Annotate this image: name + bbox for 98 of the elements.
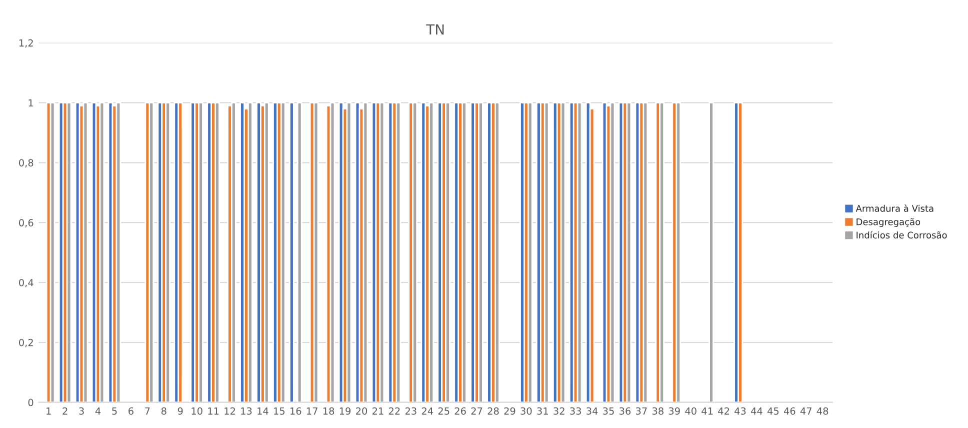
x-tick-label: 18 — [323, 407, 334, 415]
bar — [527, 102, 533, 402]
bar — [428, 102, 434, 402]
x-tick-label: 2 — [62, 407, 68, 415]
legend-label: Indícios de Corrosão — [856, 231, 947, 239]
bar — [346, 102, 352, 402]
x-tick-label: 27 — [471, 407, 482, 415]
y-tick-label: 1,2 — [19, 39, 33, 48]
bar — [478, 102, 484, 402]
x-tick-label: 14 — [258, 407, 268, 415]
x-tick-label: 33 — [570, 407, 581, 415]
x-tick-label: 24 — [422, 407, 434, 415]
x-tick-label: 38 — [652, 407, 664, 415]
x-tick-label: 25 — [438, 407, 450, 415]
x-tick-label: 28 — [488, 407, 499, 415]
bar — [66, 102, 72, 402]
bar — [412, 102, 418, 402]
x-tick-label: 41 — [702, 407, 713, 415]
bar — [264, 102, 270, 402]
x-tick-label: 47 — [800, 407, 812, 415]
x-tick-label: 6 — [128, 407, 134, 415]
x-tick-label: 40 — [685, 407, 696, 415]
x-tick-label: 30 — [520, 407, 532, 415]
x-tick-label: 43 — [734, 407, 746, 415]
x-tick-label: 42 — [718, 407, 730, 415]
bar — [642, 102, 648, 402]
bar — [165, 102, 170, 402]
x-tick-label: 35 — [603, 407, 614, 415]
bar — [708, 102, 714, 402]
x-tick-label: 17 — [306, 407, 318, 415]
bar — [544, 102, 550, 402]
bar — [659, 102, 665, 402]
x-tick-label: 21 — [372, 407, 384, 415]
x-tick-label: 1 — [46, 407, 51, 415]
x-tick-label: 46 — [784, 407, 796, 415]
y-tick-label: 1 — [28, 99, 33, 106]
x-tick-label: 4 — [95, 407, 101, 415]
bar — [99, 102, 105, 402]
bar — [379, 102, 385, 402]
bar — [445, 102, 450, 402]
x-tick-label: 20 — [356, 407, 368, 415]
bar — [296, 102, 302, 402]
y-tick-label: 0,4 — [19, 278, 34, 288]
x-tick-label: 44 — [751, 407, 762, 415]
x-tick-label: 26 — [454, 407, 466, 415]
y-tick-label: 0,2 — [19, 338, 33, 348]
bar — [362, 102, 368, 402]
x-tick-label: 31 — [537, 407, 548, 415]
bar — [626, 102, 632, 402]
bar — [116, 102, 122, 402]
chart-title: TN — [426, 24, 444, 34]
bar — [214, 102, 220, 402]
x-tick-label: 37 — [636, 407, 647, 415]
bar — [231, 102, 236, 402]
legend-label: Desagregação — [856, 218, 920, 228]
bar — [198, 102, 204, 402]
bar — [82, 102, 88, 402]
legend-label: Armadura à Vista — [856, 204, 934, 212]
x-tick-label: 23 — [405, 407, 416, 415]
y-tick-label: 0,6 — [19, 219, 34, 228]
x-tick-label: 9 — [178, 407, 183, 415]
x-tick-label: 32 — [554, 407, 564, 415]
x-tick-label: 10 — [192, 407, 202, 415]
bar — [494, 102, 500, 402]
x-tick-label: 11 — [208, 407, 219, 415]
bar — [50, 102, 56, 402]
bar — [313, 102, 319, 402]
x-tick-label: 16 — [290, 407, 302, 415]
bar — [178, 102, 184, 402]
x-tick-label: 13 — [241, 407, 252, 415]
x-tick-label: 8 — [161, 407, 166, 415]
x-tick-label: 29 — [504, 407, 516, 415]
x-tick-label: 3 — [79, 407, 84, 415]
bar — [248, 102, 253, 402]
x-tick-label: 7 — [145, 407, 150, 415]
x-tick-label: 39 — [668, 407, 680, 415]
x-tick-label: 36 — [620, 407, 631, 415]
x-tick-label: 15 — [274, 407, 284, 415]
bar — [462, 102, 467, 402]
bar — [148, 102, 154, 402]
x-tick-label: 34 — [586, 407, 598, 415]
bar — [610, 102, 616, 402]
x-tick-label: 22 — [388, 407, 400, 415]
x-tick-label: 5 — [112, 407, 117, 415]
bar — [676, 102, 682, 402]
x-tick-label: 19 — [340, 407, 351, 415]
bar — [289, 102, 294, 402]
bar — [576, 102, 582, 402]
x-tick-label: 12 — [224, 407, 235, 415]
x-tick-label: 45 — [767, 407, 779, 415]
bar — [396, 102, 402, 402]
x-tick-label: 48 — [816, 407, 828, 415]
bar — [738, 102, 743, 402]
bar — [280, 102, 286, 402]
y-tick-label: 0 — [28, 398, 34, 406]
bar — [560, 102, 566, 402]
y-tick-label: 0,8 — [19, 159, 34, 168]
bar — [330, 102, 336, 402]
